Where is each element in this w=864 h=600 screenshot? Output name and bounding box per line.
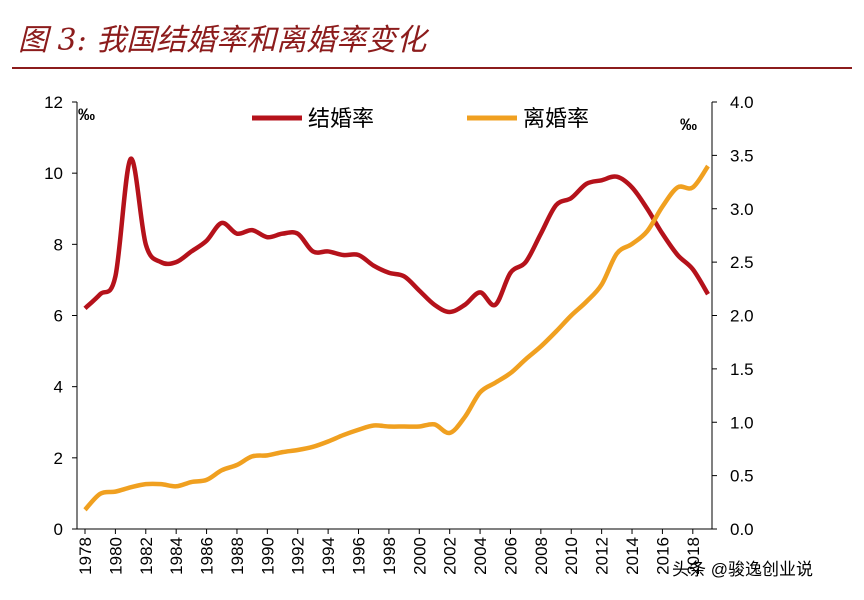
x-tick-label: 1984 <box>167 537 186 575</box>
x-tick-label: 2004 <box>471 537 490 575</box>
x-tick-label: 1996 <box>350 537 369 575</box>
y-tick-label: 2 <box>54 449 63 468</box>
y2-tick-label: 0.5 <box>730 467 754 486</box>
y-tick-label: 10 <box>44 164 63 183</box>
x-tick-label: 1990 <box>258 537 277 575</box>
chart-title: 图 3: 我国结婚率和离婚率变化 <box>18 23 430 58</box>
x-tick-label: 1982 <box>137 537 156 575</box>
series-line <box>83 164 710 512</box>
y-tick-label: 0 <box>54 520 63 539</box>
y2-tick-label: 2.0 <box>730 307 754 326</box>
y-tick-label: 8 <box>54 235 63 254</box>
watermark: 头条 @骏逸创业说 <box>672 560 813 579</box>
x-tick-label: 1998 <box>380 537 399 575</box>
x-tick-label: 1994 <box>319 537 338 575</box>
x-tick-label: 2010 <box>562 537 581 575</box>
x-tick-label: 2012 <box>593 537 612 575</box>
y-tick-label: 6 <box>54 307 63 326</box>
legend-label: 结婚率 <box>308 106 374 131</box>
x-tick-label: 1988 <box>228 537 247 575</box>
x-tick-label: 2000 <box>410 537 429 575</box>
y-unit: ‰ <box>78 105 95 124</box>
y-tick-label: 4 <box>54 378 63 397</box>
y2-tick-label: 3.5 <box>730 146 754 165</box>
x-tick-label: 2018 <box>684 537 703 575</box>
y2-tick-label: 1.5 <box>730 360 754 379</box>
x-tick-label: 1980 <box>106 537 125 575</box>
x-tick-label: 2006 <box>501 537 520 575</box>
x-tick-label: 1986 <box>198 537 217 575</box>
x-tick-label: 1992 <box>289 537 308 575</box>
x-tick-label: 2014 <box>623 537 642 575</box>
y2-unit: ‰ <box>680 115 697 134</box>
y2-tick-label: 0.0 <box>730 520 754 539</box>
x-tick-label: 2002 <box>441 537 460 575</box>
y2-tick-label: 1.0 <box>730 413 754 432</box>
y2-tick-label: 2.5 <box>730 253 754 272</box>
legend-label: 离婚率 <box>523 106 589 131</box>
series-line <box>83 156 710 315</box>
x-tick-label: 2008 <box>532 537 551 575</box>
y2-tick-label: 4.0 <box>730 93 754 112</box>
x-tick-label: 1978 <box>76 537 95 575</box>
x-tick-label: 2016 <box>653 537 672 575</box>
y-tick-label: 12 <box>44 93 63 112</box>
y2-tick-label: 3.0 <box>730 200 754 219</box>
